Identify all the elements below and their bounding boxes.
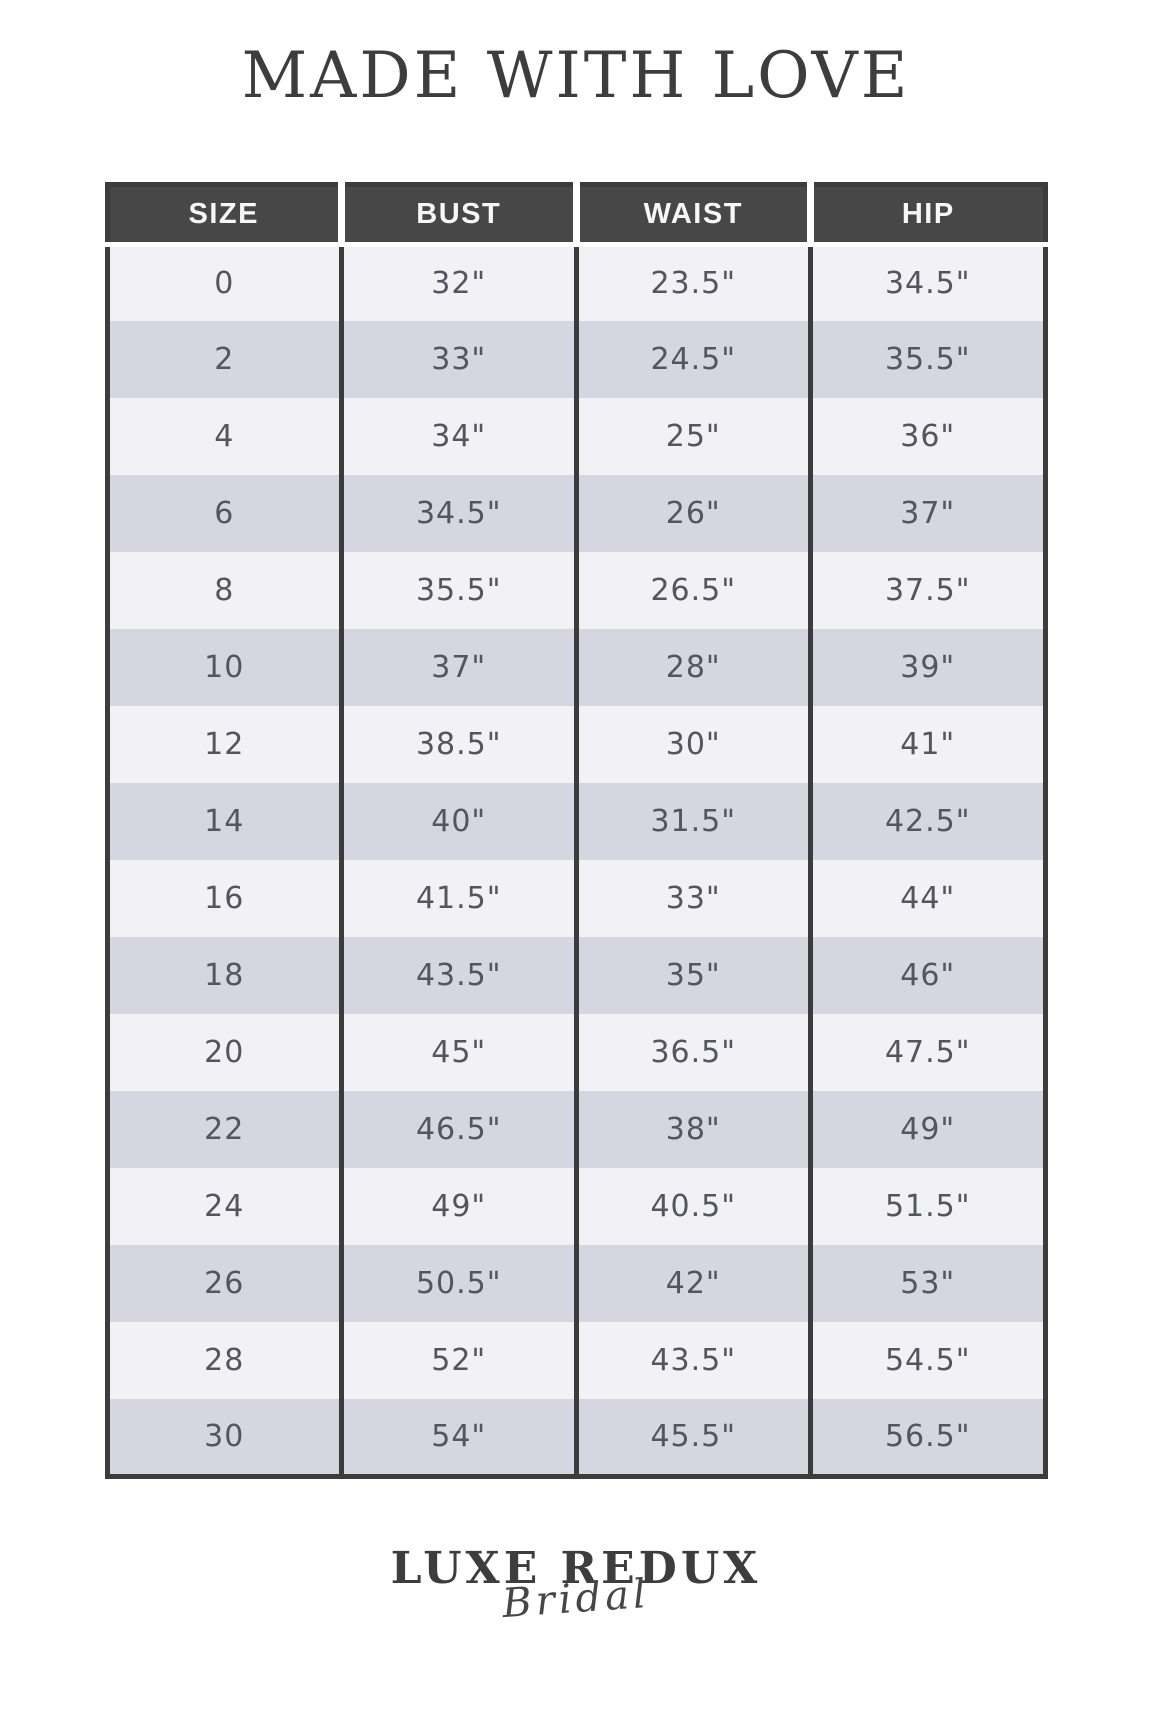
size-cell: 8 [214,573,235,609]
table-row: 20 45" 36.5" 47.5" [107,1014,1045,1092]
hip-cell: 49" [808,1091,1045,1169]
table-row: 4 34" 25" 36" [107,398,1045,476]
hip-cell: 53" [808,1245,1045,1323]
waist-cell: 35" [573,937,811,1015]
waist-cell: 26" [573,475,811,553]
size-cell: 4 [214,419,235,455]
table-row: 12 38.5" 30" 41" [107,706,1045,784]
hip-cell: 34.5" [808,244,1045,322]
size-cell: 28 [204,1343,245,1379]
waist-cell: 24.5" [573,321,811,399]
waist-cell: 43.5" [573,1322,811,1400]
waist-cell: 36.5" [573,1014,811,1092]
size-cell: 26 [204,1266,245,1302]
waist-cell: 42" [573,1245,811,1323]
brand-logo-wordmark: LUXE REDUX [390,1542,762,1594]
waist-cell: 28" [573,629,811,707]
waist-cell: 38" [573,1091,811,1169]
table-row: 2 33" 24.5" 35.5" [107,321,1045,399]
hip-cell: 44" [808,860,1045,938]
bust-cell: 40" [339,783,576,861]
bust-cell: 34.5" [339,475,576,553]
table-row: 26 50.5" 42" 53" [107,1245,1045,1323]
hip-cell: 42.5" [808,783,1045,861]
column-header-waist: WAIST [572,184,811,247]
waist-cell: 23.5" [573,244,811,322]
table-row: 8 35.5" 26.5" 37.5" [107,552,1045,630]
size-cell: 24 [204,1189,245,1225]
table-row: 30 54" 45.5" 56.5" [107,1399,1045,1477]
table-row: 28 52" 43.5" 54.5" [107,1322,1045,1400]
hip-cell: 36" [808,398,1045,476]
size-chart-table: SIZE BUST WAIST HIP 0 32" 23.5" 34.5" 2 33" 24… [104,181,1048,1479]
table-row: 18 43.5" 35" 46" [107,937,1045,1015]
hip-cell: 41" [808,706,1045,784]
table-row: 6 34.5" 26" 37" [107,475,1045,553]
size-cell: 22 [204,1112,245,1148]
bust-cell: 32" [339,244,576,322]
waist-cell: 26.5" [573,552,811,630]
hip-cell: 39" [808,629,1045,707]
waist-cell: 45.5" [573,1399,811,1477]
bust-cell: 49" [339,1168,576,1246]
size-cell: 12 [204,727,245,763]
bust-cell: 46.5" [339,1091,576,1169]
size-cell: 18 [204,958,245,994]
size-cell: 10 [204,650,245,686]
size-cell: 30 [204,1418,245,1454]
waist-cell: 40.5" [573,1168,811,1246]
table-body: 0 32" 23.5" 34.5" 2 33" 24.5" 35.5" 4 34" 25" 36" 6 3… [107,244,1045,1477]
size-cell: 16 [204,881,245,917]
table-row: 16 41.5" 33" 44" [107,860,1045,938]
hip-cell: 56.5" [808,1399,1045,1477]
table-row: 14 40" 31.5" 42.5" [107,783,1045,861]
brand-logo: LUXE REDUX Bridal [0,1542,1152,1627]
column-header-bust: BUST [338,184,576,247]
column-header-size: SIZE [107,184,342,247]
size-cell: 20 [204,1035,245,1071]
page-title: MADE WITH LOVE [241,39,911,113]
size-cell: 2 [214,342,235,378]
hip-cell: 35.5" [808,321,1045,399]
bust-cell: 45" [339,1014,576,1092]
size-cell: 0 [214,266,235,302]
bust-cell: 41.5" [339,860,576,938]
bust-cell: 33" [339,321,576,399]
size-cell: 14 [204,804,245,840]
bust-cell: 37" [339,629,576,707]
size-cell: 6 [214,496,235,532]
bust-cell: 50.5" [339,1245,576,1323]
hip-cell: 37" [808,475,1045,553]
hip-cell: 51.5" [808,1168,1045,1246]
table-row: 24 49" 40.5" 51.5" [107,1168,1045,1246]
hip-cell: 47.5" [808,1014,1045,1092]
bust-cell: 43.5" [339,937,576,1015]
waist-cell: 31.5" [573,783,811,861]
table-row: 22 46.5" 38" 49" [107,1091,1045,1169]
table-row: 10 37" 28" 39" [107,629,1045,707]
hip-cell: 54.5" [808,1322,1045,1400]
header-row: SIZE BUST WAIST HIP [107,184,1045,247]
hip-cell: 46" [808,937,1045,1015]
bust-cell: 35.5" [339,552,576,630]
bust-cell: 52" [339,1322,576,1400]
waist-cell: 33" [573,860,811,938]
waist-cell: 30" [573,706,811,784]
table-row: 0 32" 23.5" 34.5" [107,244,1045,322]
bust-cell: 38.5" [339,706,576,784]
bust-cell: 54" [339,1399,576,1477]
table-header: SIZE BUST WAIST HIP [107,184,1045,247]
hip-cell: 37.5" [808,552,1045,630]
bust-cell: 34" [339,398,576,476]
column-header-hip: HIP [807,184,1045,247]
waist-cell: 25" [573,398,811,476]
